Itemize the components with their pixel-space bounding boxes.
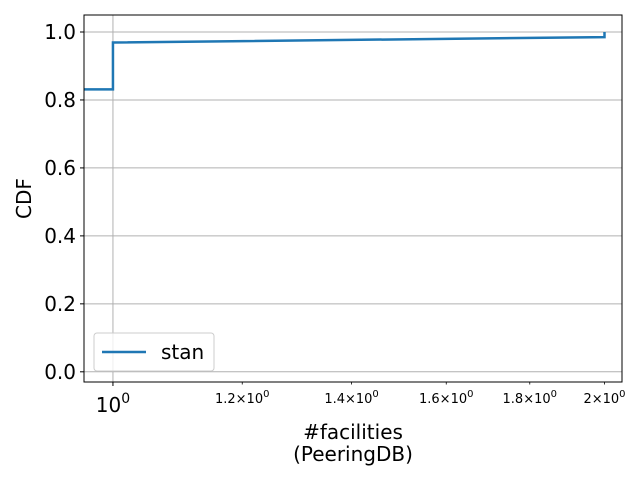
y-tick-label: 0.6	[44, 156, 76, 180]
legend: stan	[93, 332, 215, 372]
series-line-stan	[84, 31, 606, 91]
y-tick-label: 0.2	[44, 292, 76, 316]
y-tick-label: 0.0	[44, 360, 76, 384]
x-minor-tick-label: 2×100	[583, 389, 625, 407]
axis-ticks: 0.0 0.2 0.4 0.6 0.8 1.0 100 1.2×100 1.4×100 1.6×1…	[44, 20, 625, 417]
plot-frame	[83, 14, 623, 383]
x-major-tick-label: 100	[96, 391, 130, 417]
x-minor-tick-label: 1.8×100	[503, 389, 557, 407]
x-minor-tick-label: 1.6×100	[419, 389, 473, 407]
legend-box	[93, 332, 215, 372]
x-axis-label-line2: (PeeringDB)	[293, 442, 413, 466]
y-tick-label: 0.8	[44, 88, 76, 112]
x-axis-label-line1: #facilities	[303, 420, 403, 444]
series-lines	[84, 31, 606, 91]
x-minor-tick-label: 1.4×100	[324, 389, 378, 407]
y-tick-label: 0.4	[44, 224, 76, 248]
y-tick-label: 1.0	[44, 20, 76, 44]
x-minor-tick-label: 1.2×100	[215, 389, 269, 407]
legend-label-stan: stan	[161, 340, 204, 364]
plot-background	[84, 15, 622, 382]
y-axis-label: CDF	[12, 178, 36, 219]
